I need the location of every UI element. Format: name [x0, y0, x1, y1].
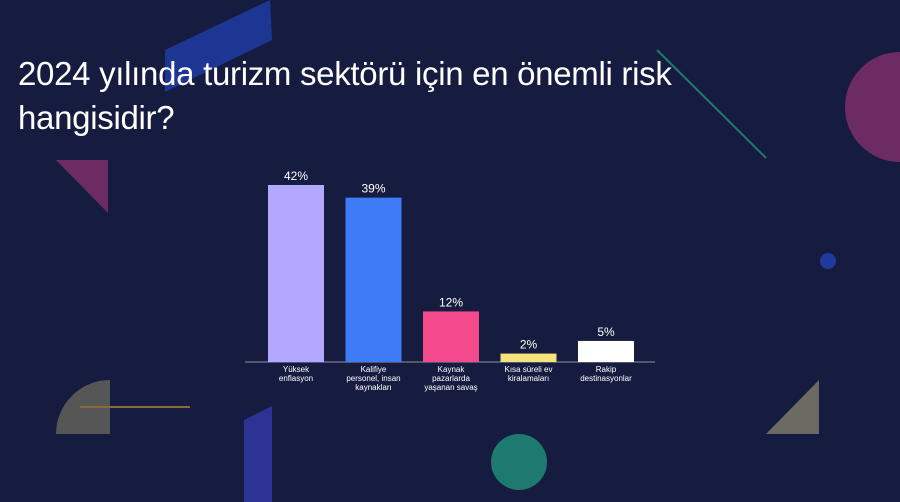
title-line-2: hangisidir? — [18, 99, 175, 136]
category-label: Kaynak pazarlarda yaşanan savaş — [424, 365, 478, 392]
deco-blue-parallelogram — [165, 0, 272, 92]
data-label: 42% — [284, 169, 308, 183]
deco-pink-circle — [844, 51, 900, 163]
bar — [578, 340, 634, 362]
deco-teal-circle — [491, 434, 547, 490]
title-line-1: 2024 yılında turizm sektörü için en önem… — [18, 55, 672, 92]
deco-teal-line — [656, 49, 767, 159]
page-title: 2024 yılında turizm sektörü için en önem… — [18, 52, 838, 140]
deco-grey-triangle — [766, 380, 819, 434]
data-label: 2% — [520, 338, 538, 352]
deco-purple-bar — [244, 406, 272, 502]
category-label: Rakip destinasyonlar — [580, 365, 632, 383]
category-label: Yüksek enflasyon — [278, 365, 314, 383]
data-label: 5% — [597, 325, 615, 339]
data-label: 39% — [361, 182, 385, 196]
data-label: 12% — [439, 295, 463, 309]
bar — [345, 197, 402, 362]
bar — [423, 311, 479, 362]
bar — [268, 185, 324, 362]
deco-pink-triangle — [56, 160, 108, 213]
category-label: Kısa süreli ev kiralamaları — [504, 365, 553, 383]
category-label: Kalifiye personel, insan kaynakları — [346, 365, 401, 392]
bar — [500, 353, 557, 362]
deco-blue-dot — [820, 253, 836, 269]
